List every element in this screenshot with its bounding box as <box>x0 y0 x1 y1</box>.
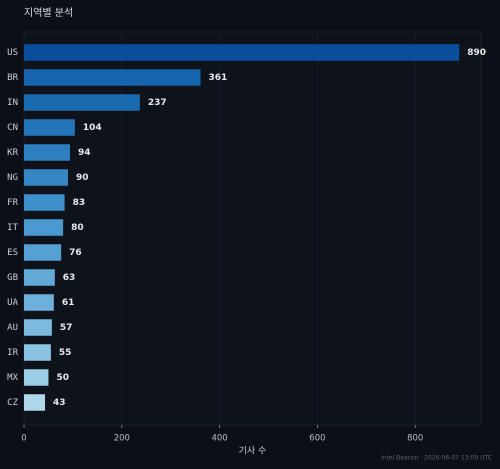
y-tick-label: BR <box>7 73 18 83</box>
value-label: 76 <box>69 248 82 258</box>
bar <box>24 194 65 211</box>
bar <box>24 269 55 286</box>
y-tick-label: ES <box>7 248 18 258</box>
value-label: 237 <box>148 98 167 108</box>
value-label: 55 <box>59 348 72 358</box>
bar <box>24 319 52 336</box>
bar <box>24 94 140 111</box>
x-axis-label: 기사 수 <box>239 446 267 457</box>
bar <box>24 219 64 236</box>
x-tick-label: 800 <box>407 434 423 444</box>
bar <box>24 69 201 86</box>
chart-title: 지역별 분석 <box>24 7 73 19</box>
x-tick-label: 400 <box>211 434 227 444</box>
y-tick-label: NG <box>7 173 18 183</box>
value-label: 90 <box>76 173 89 183</box>
value-label: 890 <box>467 48 486 58</box>
footer: Intel Beacon · 2026-06-07 13:09 UTC <box>381 455 492 462</box>
y-tick-label: UA <box>7 298 18 308</box>
y-tick-label: CZ <box>7 398 18 408</box>
bar <box>24 144 70 161</box>
bar <box>24 169 69 186</box>
value-label: 61 <box>62 298 75 308</box>
y-tick-label: AU <box>7 323 18 333</box>
bar <box>24 344 51 361</box>
value-label: 50 <box>56 373 69 383</box>
value-label: 57 <box>60 323 73 333</box>
y-tick-label: IT <box>7 223 18 233</box>
y-tick-label: MX <box>7 373 18 383</box>
value-label: 63 <box>63 273 76 283</box>
bar <box>24 44 460 61</box>
y-tick-label: FR <box>7 198 18 208</box>
y-tick-label: CN <box>7 123 18 133</box>
value-label: 83 <box>73 198 86 208</box>
y-tick-label: GB <box>7 273 18 283</box>
bar <box>24 119 75 136</box>
bar <box>24 294 54 311</box>
bar <box>24 369 49 386</box>
y-tick-label: KR <box>7 148 18 158</box>
x-tick-label: 600 <box>309 434 325 444</box>
value-label: 80 <box>71 223 84 233</box>
y-tick-label: IN <box>7 98 18 108</box>
value-label: 361 <box>209 73 228 83</box>
x-tick-label: 0 <box>21 434 26 444</box>
value-label: 94 <box>78 148 91 158</box>
y-tick-label: US <box>7 48 18 58</box>
x-tick-label: 200 <box>114 434 130 444</box>
bar <box>24 244 62 261</box>
y-tick-label: IR <box>7 348 18 358</box>
value-label: 104 <box>83 123 102 133</box>
value-label: 43 <box>53 398 66 408</box>
plot-area <box>23 31 482 426</box>
bar <box>24 394 46 411</box>
